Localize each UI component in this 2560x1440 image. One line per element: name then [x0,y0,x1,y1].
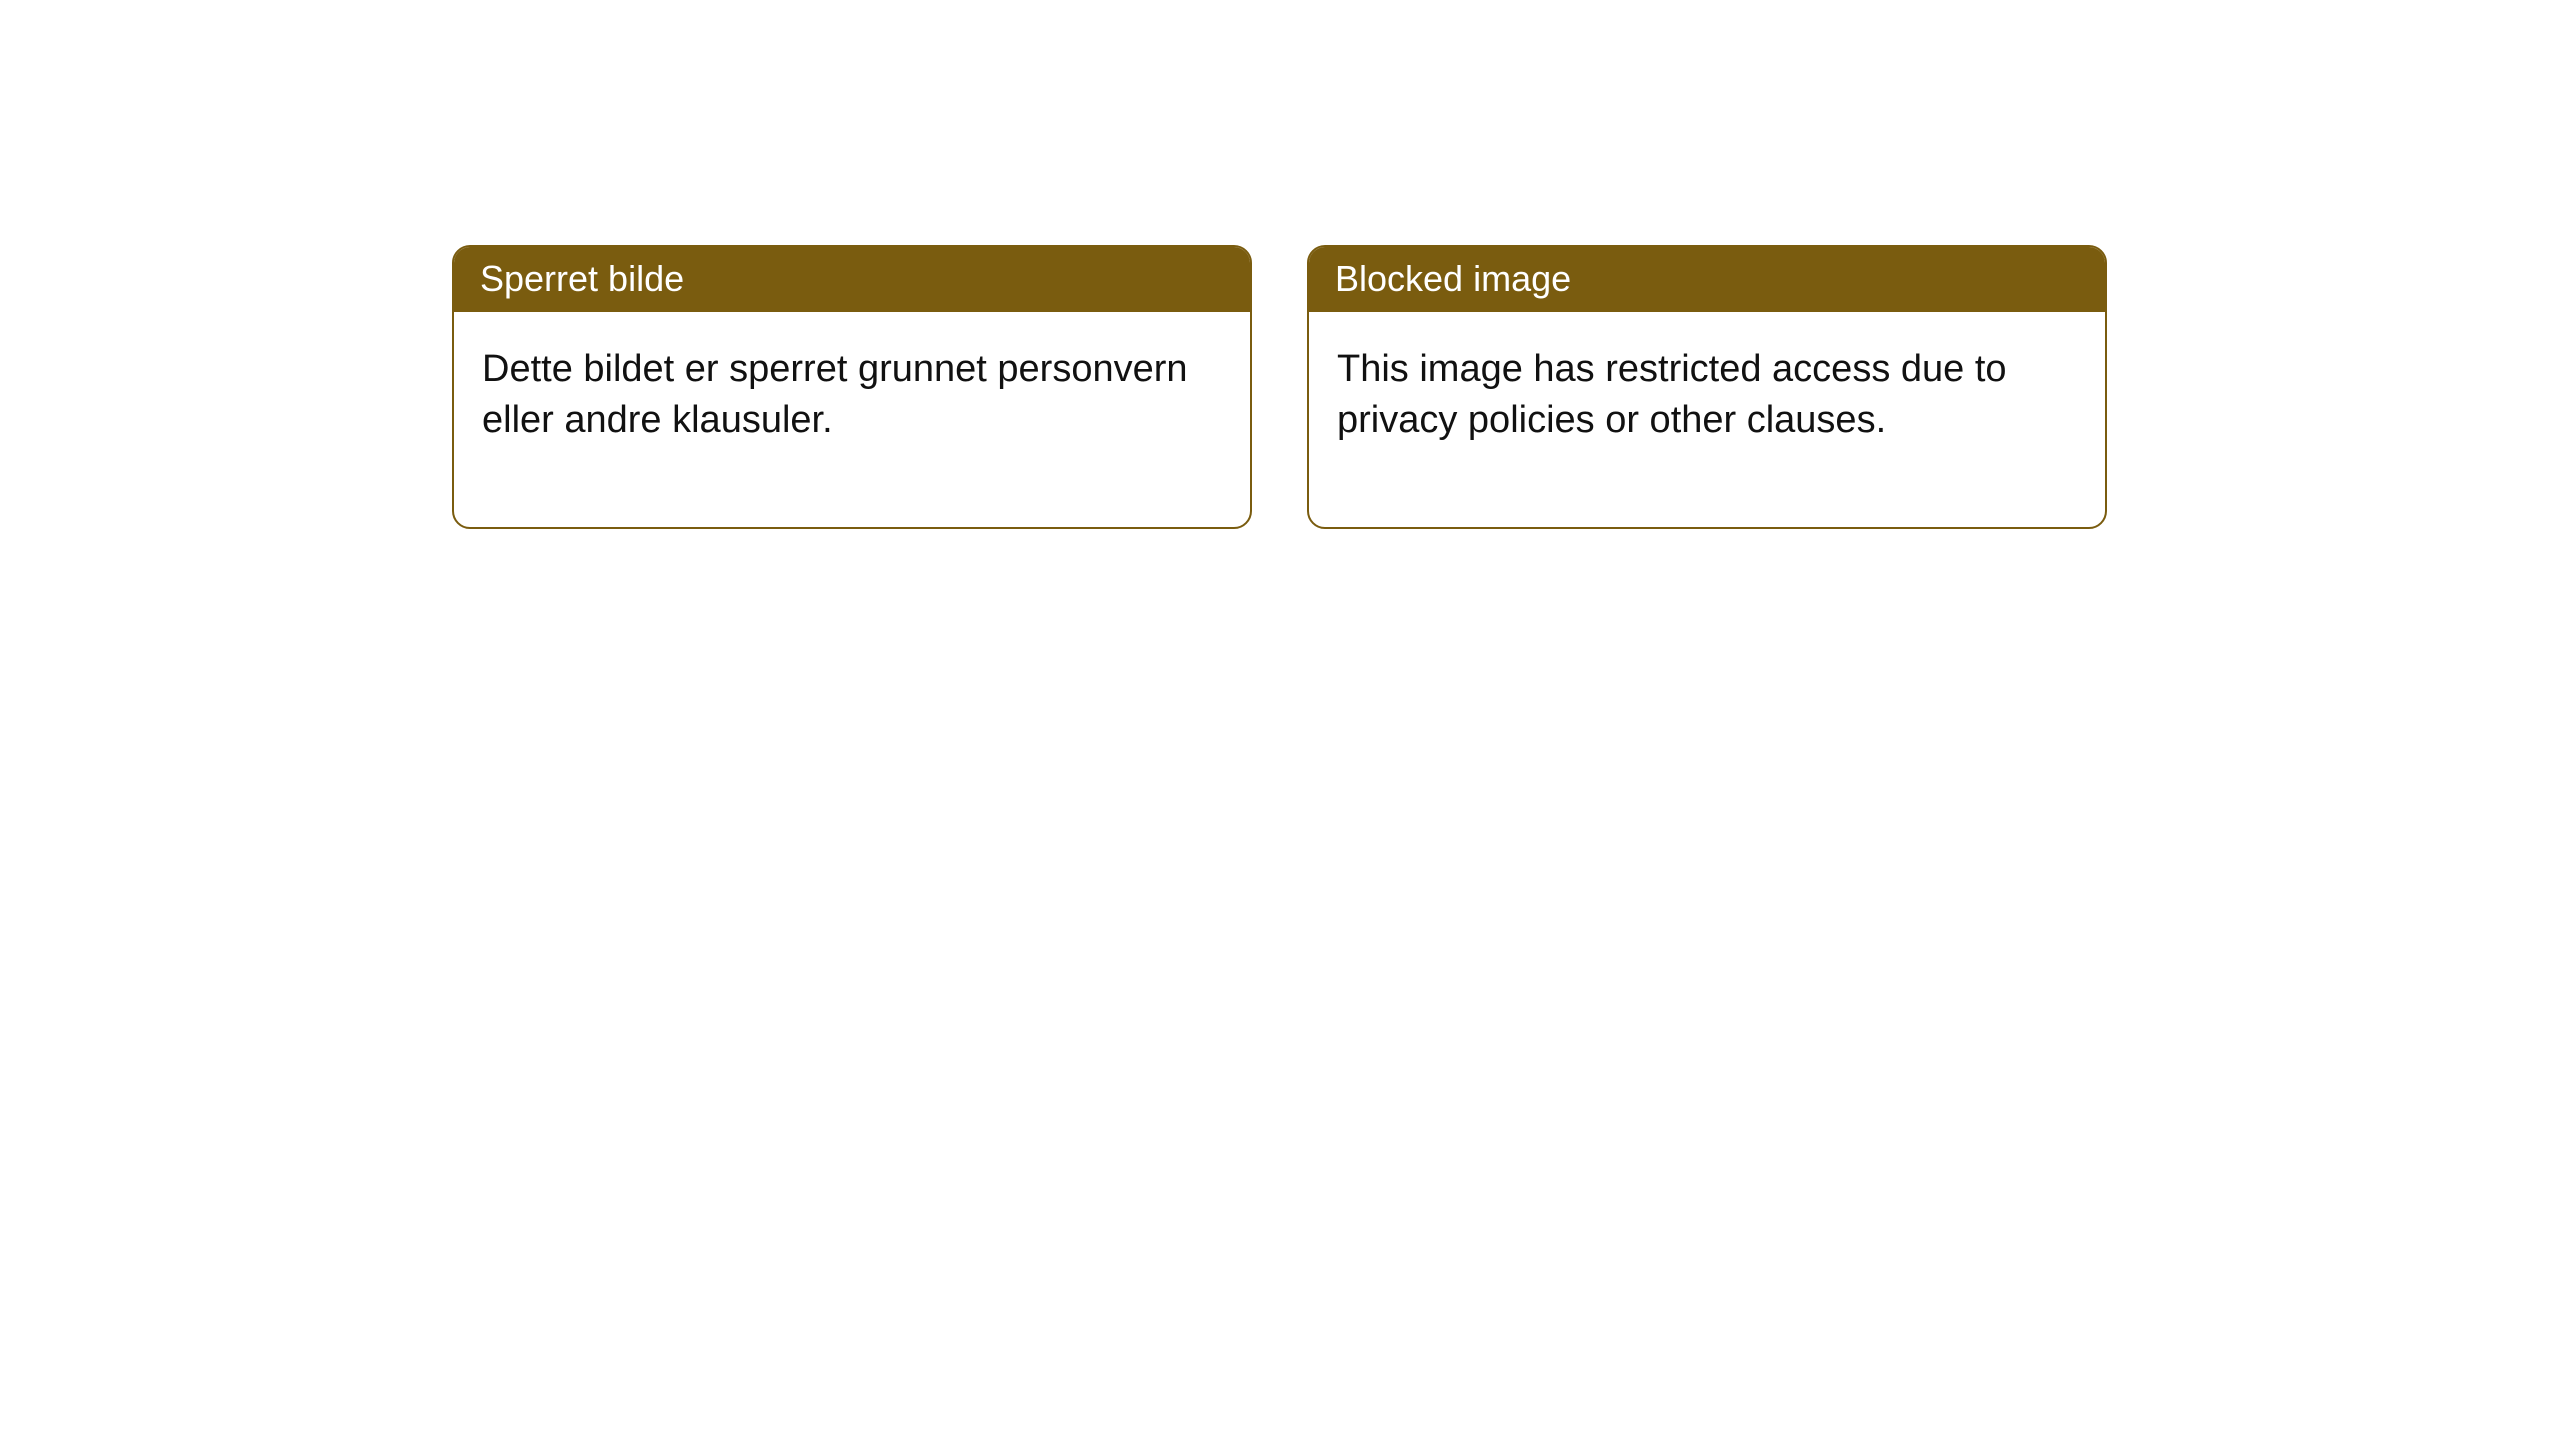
card-body: Dette bildet er sperret grunnet personve… [454,312,1250,527]
card-header: Sperret bilde [454,247,1250,312]
blocked-image-card-no: Sperret bilde Dette bildet er sperret gr… [452,245,1252,529]
blocked-image-card-en: Blocked image This image has restricted … [1307,245,2107,529]
card-title: Sperret bilde [480,258,684,299]
card-message: This image has restricted access due to … [1337,348,2007,441]
card-header: Blocked image [1309,247,2105,312]
notice-container: Sperret bilde Dette bildet er sperret gr… [452,245,2107,529]
card-title: Blocked image [1335,258,1571,299]
card-message: Dette bildet er sperret grunnet personve… [482,348,1188,441]
card-body: This image has restricted access due to … [1309,312,2105,527]
